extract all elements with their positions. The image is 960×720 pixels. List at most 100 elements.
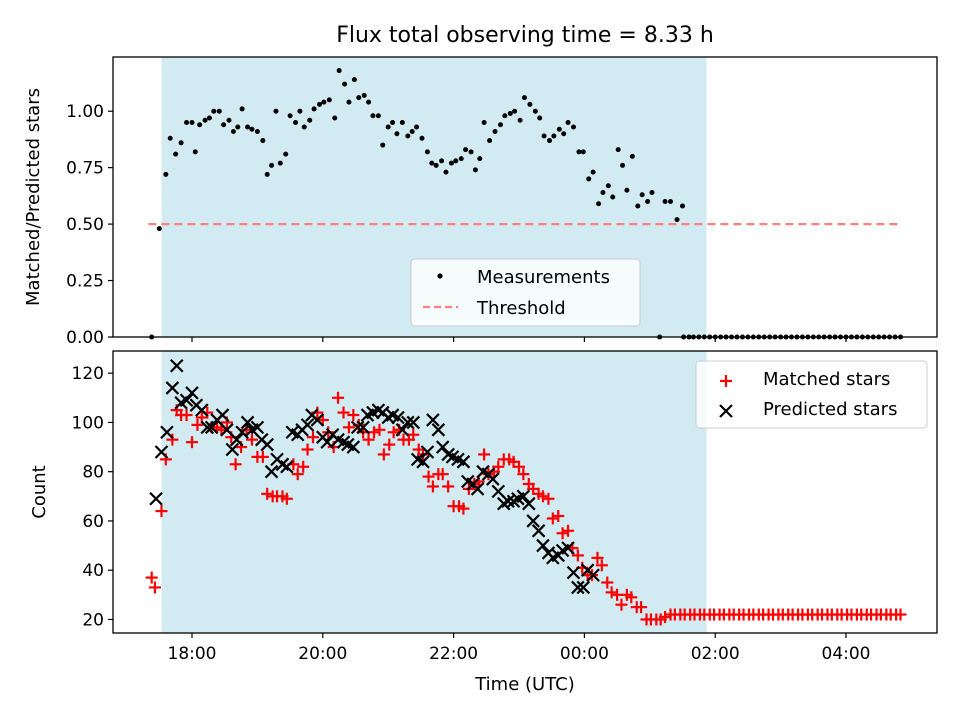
predicted-star-stroke-b [195,403,209,417]
matched-star-point [542,492,555,505]
measurement-point [230,129,236,135]
top-legend-box [410,258,641,327]
top-ytick-label: 0.25 [66,272,104,292]
legend-predicted-label: Predicted stars [763,399,897,420]
measurement-point [507,110,513,116]
predicted-star-point [526,514,540,528]
measurement-point [399,119,405,125]
measurement-point [668,199,674,205]
measurement-point [635,203,641,209]
measurement-point [624,187,630,193]
top-legend: Measurements Threshold [410,258,641,327]
matched-star-point [571,549,584,562]
measurement-point [221,122,227,128]
measurement-point [629,153,635,159]
measurement-point [521,95,527,101]
bottom-legend: Matched stars Predicted stars [695,360,928,429]
predicted-star-point [536,538,550,553]
predicted-star-stroke-b [426,413,440,427]
measurement-point [173,151,179,157]
predicted-stars-points [149,358,600,595]
matched-star-point [436,468,449,481]
measurement-point [576,149,582,155]
measurement-point [477,156,483,162]
measurement-point [443,169,449,175]
predicted-star-point [235,425,249,440]
predicted-star-stroke-b [320,435,334,449]
measurement-point [571,124,576,130]
measurement-point [189,119,195,125]
measurement-point [394,131,400,137]
predicted-star-stroke-b [275,457,290,472]
measurement-point [512,108,518,114]
bottom-xlabel: Time (UTC) [474,674,575,695]
measurement-point [645,199,651,205]
predicted-star-stroke-b [346,440,361,454]
matched-star-point [894,608,907,621]
predicted-star-point [416,455,430,469]
predicted-star-stroke-b [240,415,255,430]
legend-measurements-label: Measurements [477,267,610,288]
measurement-point [163,171,169,177]
measurement-point [346,99,352,105]
measurement-point [453,158,459,164]
bottom-xtick-label: 18:00 [168,644,217,664]
predicted-star-stroke-b [341,437,355,452]
predicted-star-stroke-b [522,496,536,511]
top-ytick-label: 0.75 [66,159,104,179]
measurement-point [277,160,283,166]
predicted-star-point [470,482,485,496]
measurement-point [366,99,372,105]
measurement-point [429,160,435,166]
measurement-point [156,226,162,232]
measurement-point [481,119,487,125]
predicted-star-stroke-b [169,358,184,373]
predicted-star-stroke-b [536,538,550,553]
measurement-point [680,203,685,209]
measurement-point [596,201,602,207]
predicted-star-point [320,435,334,449]
measurement-point [245,124,251,130]
matched-star-point [291,468,304,481]
predicted-star-stroke-b [451,452,465,467]
predicted-star-stroke-b [395,423,410,437]
bottom-ytick-label: 100 [72,413,104,433]
predicted-star-stroke-b [576,580,591,595]
predicted-star-stroke-b [160,425,174,440]
predicted-star-stroke-b [470,482,485,496]
matched-stars-points [145,391,907,626]
measurement-point [336,68,342,74]
measurement-point [311,106,317,112]
measurement-point [409,129,415,135]
measurement-point [580,149,586,155]
measurement-point [380,142,386,148]
matched-star-point [245,433,258,446]
measurement-point [541,133,547,139]
predicted-star-point [395,423,410,437]
predicted-star-stroke-b [486,472,500,486]
matched-star-point [556,527,569,540]
matched-star-point [337,406,350,419]
predicted-star-stroke-b [280,459,294,474]
measurement-point [463,147,469,153]
top-ytick-label: 0.00 [66,328,104,348]
matched-star-point [625,591,638,604]
predicted-star-stroke-b [416,455,430,469]
predicted-star-point [264,464,279,479]
predicted-star-stroke-b [185,386,199,400]
measurement-point [565,119,571,125]
predicted-star-point [250,420,265,435]
predicted-star-stroke-b [204,420,219,435]
predicted-star-point [229,432,244,447]
matched-star-point [342,421,355,434]
measurement-point [264,171,270,177]
measurement-point [370,113,376,119]
measurement-point [468,149,474,155]
matched-star-point [191,418,204,431]
measurement-point [390,119,396,125]
measurement-point [662,199,668,205]
top-ylabel: Matched/Predicted stars [23,88,44,306]
top-ytick-label: 0.50 [66,215,104,235]
predicted-star-point [431,423,446,437]
